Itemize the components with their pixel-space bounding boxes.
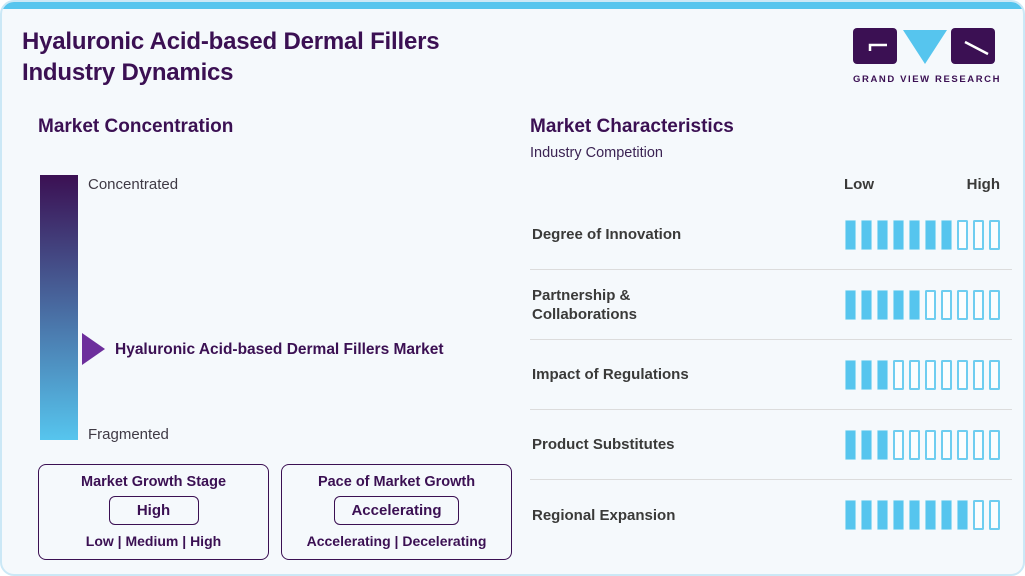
growth-stage-options: Low | Medium | High (85, 533, 222, 549)
market-characteristics-section: Market Characteristics Industry Competit… (530, 112, 1012, 558)
page-title-line2: Industry Dynamics (22, 59, 234, 86)
rating-bar-empty (973, 219, 984, 250)
rating-bar-filled (861, 289, 872, 320)
concentration-gradient-bar (40, 175, 78, 440)
page-title: Hyaluronic Acid-based Dermal Fillers Ind… (22, 26, 440, 88)
rating-bar-filled (893, 500, 904, 530)
rating-bar-filled (925, 219, 936, 250)
rating-bars (845, 219, 1000, 250)
gvr-logo-icon (853, 28, 995, 64)
rating-bar-empty (973, 429, 984, 460)
row-regional-expansion: Regional Expansion (530, 480, 1012, 550)
rating-bar-filled (877, 359, 888, 390)
rating-bar-filled (877, 429, 888, 460)
rating-bar-filled (941, 500, 952, 530)
rating-bar-filled (861, 359, 872, 390)
concentrated-label: Concentrated (88, 176, 179, 193)
rating-bar-empty (925, 289, 936, 320)
characteristic-label: Regional Expansion (532, 506, 676, 524)
rating-bar-empty (909, 359, 920, 390)
characteristic-label: Product Substitutes (532, 436, 675, 453)
market-concentration-section: Market Concentration Concentrated Fragme… (38, 112, 512, 560)
rating-bar-empty (989, 359, 1000, 390)
rating-bar-empty (957, 359, 968, 390)
rating-bar-empty (973, 500, 984, 530)
logo-wordmark: GRAND VIEW RESEARCH (853, 74, 1002, 85)
row-degree-of-innovation: Degree of Innovation (530, 200, 1012, 270)
characteristic-label: Impact of Regulations (532, 366, 689, 383)
rating-bar-filled (845, 289, 856, 320)
rating-bar-empty (941, 429, 952, 460)
characteristic-label: Degree of Innovation (532, 226, 682, 243)
rating-bars (845, 429, 1000, 460)
rating-bar-empty (989, 289, 1000, 320)
rating-bar-empty (909, 429, 920, 460)
rating-scale-labels: Low High (844, 176, 1000, 193)
growth-boxes: Market Growth Stage High Low | Medium | … (38, 464, 512, 560)
rating-bar-filled (925, 500, 936, 530)
rating-bar-empty (973, 289, 984, 320)
rating-bar-filled (893, 289, 904, 320)
rating-bar-empty (925, 359, 936, 390)
rating-bar-empty (957, 289, 968, 320)
rating-bars (845, 289, 1000, 320)
grand-view-research-logo: GRAND VIEW RESEARCH (853, 28, 1002, 85)
top-accent-bar (2, 2, 1023, 9)
row-partnership-collaborations: Partnership & Collaborations (530, 270, 1012, 340)
pace-title: Pace of Market Growth (317, 474, 476, 490)
rating-bar-empty (989, 219, 1000, 250)
rating-bar-filled (845, 500, 856, 530)
rating-bar-filled (877, 500, 888, 530)
rating-bar-empty (957, 429, 968, 460)
industry-competition-subheading: Industry Competition (530, 145, 663, 161)
rating-bar-filled (845, 429, 856, 460)
market-position-label: Hyaluronic Acid-based Dermal Fillers Mar… (115, 341, 444, 358)
rating-bar-filled (909, 219, 920, 250)
page-title-line1: Hyaluronic Acid-based Dermal Fillers (22, 28, 440, 55)
rating-bar-filled (861, 429, 872, 460)
rating-bar-empty (989, 429, 1000, 460)
rating-bar-empty (989, 500, 1000, 530)
rating-bar-empty (957, 219, 968, 250)
rating-bar-empty (941, 359, 952, 390)
rating-bar-filled (893, 219, 904, 250)
rating-bar-empty (893, 429, 904, 460)
market-position-arrow-icon (82, 333, 105, 365)
rating-bar-filled (941, 219, 952, 250)
market-concentration-heading: Market Concentration (38, 116, 234, 137)
rating-bar-filled (909, 500, 920, 530)
pace-value: Accelerating (334, 496, 459, 525)
scale-low-label: Low (844, 176, 874, 193)
rating-bar-filled (877, 219, 888, 250)
row-impact-of-regulations: Impact of Regulations (530, 340, 1012, 410)
growth-stage-title: Market Growth Stage (80, 474, 227, 490)
market-growth-stage-box: Market Growth Stage High Low | Medium | … (38, 464, 269, 560)
rating-bar-filled (909, 289, 920, 320)
scale-high-label: High (966, 176, 1000, 193)
rating-bars (845, 500, 1000, 530)
fragmented-label: Fragmented (88, 426, 169, 443)
rating-bar-empty (941, 289, 952, 320)
pace-of-growth-box: Pace of Market Growth Accelerating Accel… (281, 464, 512, 560)
market-characteristics-heading: Market Characteristics (530, 116, 734, 137)
rating-bar-empty (973, 359, 984, 390)
characteristic-label: Partnership & Collaborations (532, 286, 638, 323)
growth-stage-value: High (108, 496, 199, 525)
rating-bar-filled (877, 289, 888, 320)
row-product-substitutes: Product Substitutes (530, 410, 1012, 480)
rating-bar-filled (957, 500, 968, 530)
rating-bar-filled (861, 219, 872, 250)
rating-bar-empty (893, 359, 904, 390)
rating-bar-empty (925, 429, 936, 460)
rating-bar-filled (845, 359, 856, 390)
characteristic-rows: Degree of Innovation Partnership & Colla… (530, 200, 1012, 550)
rating-bar-filled (845, 219, 856, 250)
rating-bars (845, 359, 1000, 390)
rating-bar-filled (861, 500, 872, 530)
pace-options: Accelerating | Decelerating (306, 533, 487, 549)
